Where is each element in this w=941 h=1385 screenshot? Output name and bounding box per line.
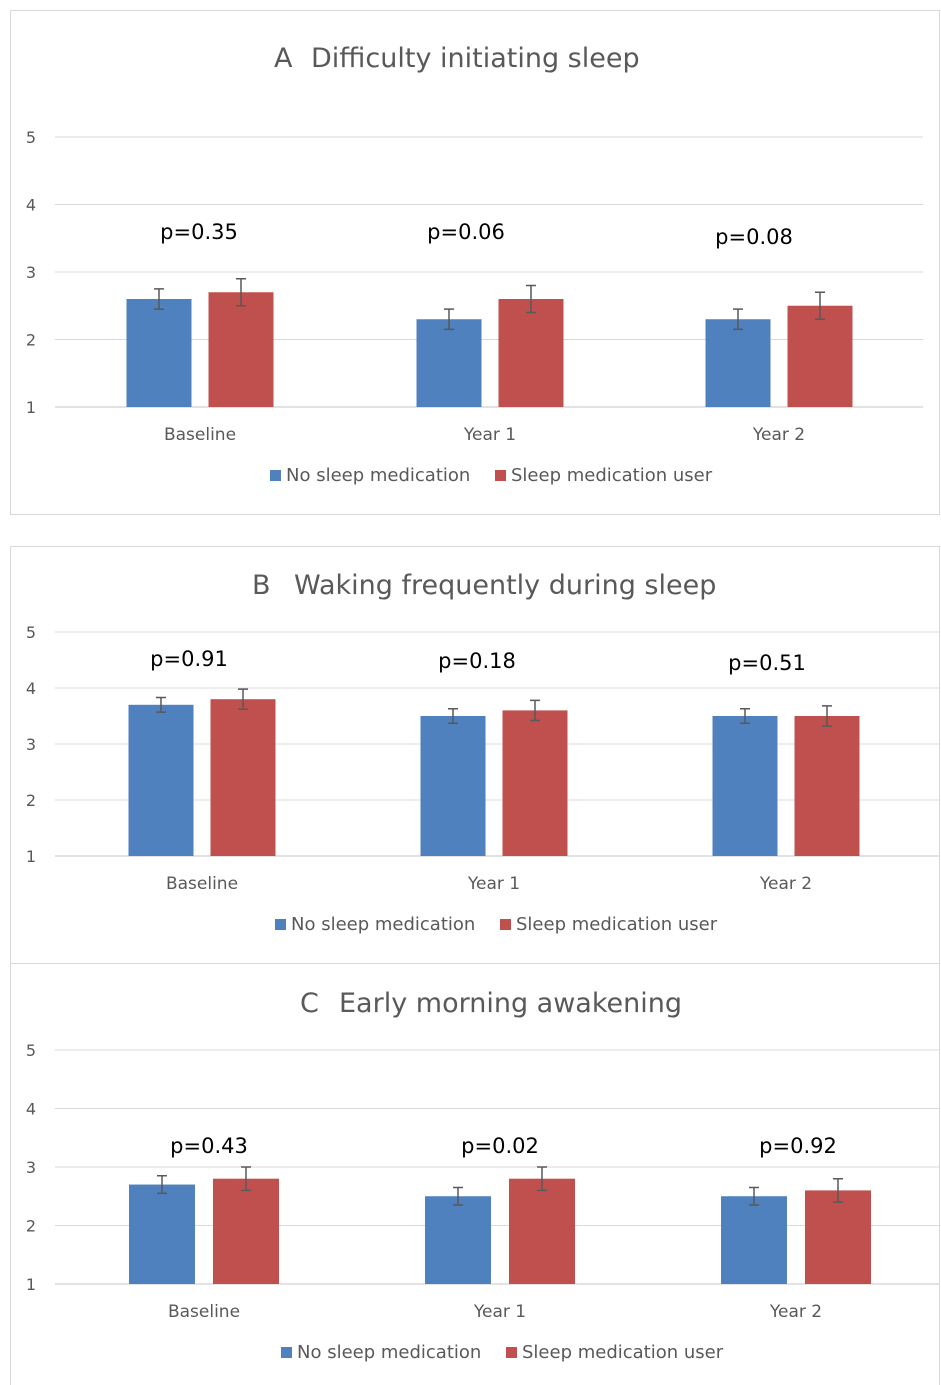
error-bar-a-0-0 <box>154 288 164 310</box>
y-tick-label-c-3: 3 <box>26 1158 36 1177</box>
p-value-label-b-2: p=0.51 <box>728 651 806 675</box>
x-category-label-c-0: Baseline <box>168 1302 240 1322</box>
legend-label-c-0: No sleep medication <box>297 1342 481 1363</box>
x-category-label-b-0: Baseline <box>166 874 238 894</box>
error-bar-a-2-1 <box>815 291 825 320</box>
panel-letter-b: B <box>252 570 271 601</box>
error-bar-c-2-1 <box>833 1177 843 1203</box>
p-value-label-b-1: p=0.18 <box>438 649 516 673</box>
legend-label-a-1: Sleep medication user <box>511 465 713 486</box>
error-bar-b-1-1 <box>530 699 540 722</box>
y-tick-label-c-1: 1 <box>26 1275 36 1294</box>
bar-b-2-0 <box>712 716 778 856</box>
bar-c-2-0 <box>721 1196 787 1284</box>
legend-label-a-0: No sleep medication <box>286 465 470 486</box>
error-bar-b-0-1 <box>238 688 248 711</box>
x-category-label-a-2: Year 2 <box>752 425 805 445</box>
panel-letter-c: C <box>300 988 319 1019</box>
error-bar-c-1-0 <box>453 1186 463 1206</box>
panel-letter-a: A <box>274 43 293 74</box>
legend-label-c-1: Sleep medication user <box>522 1342 724 1363</box>
error-bar-c-2-0 <box>749 1186 759 1206</box>
error-bar-b-2-1 <box>822 705 832 727</box>
error-bar-a-1-0 <box>444 308 454 331</box>
y-tick-label-b-2: 2 <box>26 791 36 810</box>
legend-swatch-a-1 <box>495 470 506 481</box>
y-tick-label-b-5: 5 <box>26 623 36 642</box>
y-tick-label-a-5: 5 <box>26 128 36 147</box>
x-category-label-c-2: Year 2 <box>769 1302 822 1322</box>
legend-label-b-1: Sleep medication user <box>516 914 718 935</box>
error-bar-c-1-1 <box>537 1166 547 1192</box>
y-tick-label-a-2: 2 <box>26 331 36 350</box>
y-tick-label-c-4: 4 <box>26 1100 36 1119</box>
bar-b-0-0 <box>128 704 194 856</box>
p-value-label-a-2: p=0.08 <box>715 225 793 249</box>
chart-panel-a <box>10 10 940 515</box>
bar-b-2-1 <box>794 716 860 856</box>
x-category-label-a-0: Baseline <box>164 425 236 445</box>
bar-c-1-1 <box>509 1178 575 1284</box>
legend-swatch-a-0 <box>270 470 281 481</box>
bar-c-0-0 <box>129 1184 195 1284</box>
bar-a-0-1 <box>208 292 274 407</box>
p-value-label-a-0: p=0.35 <box>160 220 238 244</box>
bar-c-0-1 <box>213 1178 279 1284</box>
chart-title-b: Waking frequently during sleep <box>294 570 716 601</box>
bar-a-2-1 <box>787 305 853 407</box>
error-bar-a-0-1 <box>236 278 246 307</box>
p-value-label-c-0: p=0.43 <box>170 1134 248 1158</box>
p-value-label-a-1: p=0.06 <box>427 220 505 244</box>
y-tick-label-b-3: 3 <box>26 735 36 754</box>
error-bar-b-2-0 <box>740 707 750 725</box>
bar-b-1-1 <box>502 710 568 856</box>
error-bar-a-1-1 <box>526 284 536 314</box>
chart-title-a: Difficulty initiating sleep <box>311 43 640 74</box>
bar-a-1-0 <box>416 319 482 407</box>
y-tick-label-a-4: 4 <box>26 196 36 215</box>
chart-panel-c <box>10 963 940 1385</box>
y-tick-label-a-3: 3 <box>26 263 36 282</box>
p-value-label-c-1: p=0.02 <box>461 1134 539 1158</box>
y-tick-label-c-5: 5 <box>26 1041 36 1060</box>
error-bar-a-2-0 <box>733 308 743 331</box>
legend-swatch-c-1 <box>506 1347 517 1358</box>
y-tick-label-a-1: 1 <box>26 398 36 417</box>
error-bar-c-0-1 <box>241 1166 251 1192</box>
p-value-label-c-2: p=0.92 <box>759 1134 837 1158</box>
chart-title-c: Early morning awakening <box>339 988 682 1019</box>
y-tick-label-b-1: 1 <box>26 847 36 866</box>
bar-a-1-1 <box>498 299 564 407</box>
y-tick-label-b-4: 4 <box>26 679 36 698</box>
x-category-label-a-1: Year 1 <box>463 425 516 445</box>
legend-swatch-c-0 <box>281 1347 292 1358</box>
x-category-label-b-1: Year 1 <box>467 874 520 894</box>
legend-swatch-b-1 <box>500 919 511 930</box>
y-tick-label-c-2: 2 <box>26 1217 36 1236</box>
p-value-label-b-0: p=0.91 <box>150 647 228 671</box>
bar-b-0-1 <box>210 699 276 856</box>
bar-a-0-0 <box>126 299 192 407</box>
x-category-label-b-2: Year 2 <box>759 874 812 894</box>
bar-a-2-0 <box>705 319 771 407</box>
bar-c-2-1 <box>805 1190 871 1284</box>
bar-b-1-0 <box>420 716 486 856</box>
error-bar-b-1-0 <box>448 707 458 725</box>
bar-c-1-0 <box>425 1196 491 1284</box>
legend-label-b-0: No sleep medication <box>291 914 475 935</box>
x-category-label-c-1: Year 1 <box>473 1302 526 1322</box>
error-bar-b-0-0 <box>156 696 166 713</box>
legend-swatch-b-0 <box>275 919 286 930</box>
error-bar-c-0-0 <box>157 1175 167 1195</box>
